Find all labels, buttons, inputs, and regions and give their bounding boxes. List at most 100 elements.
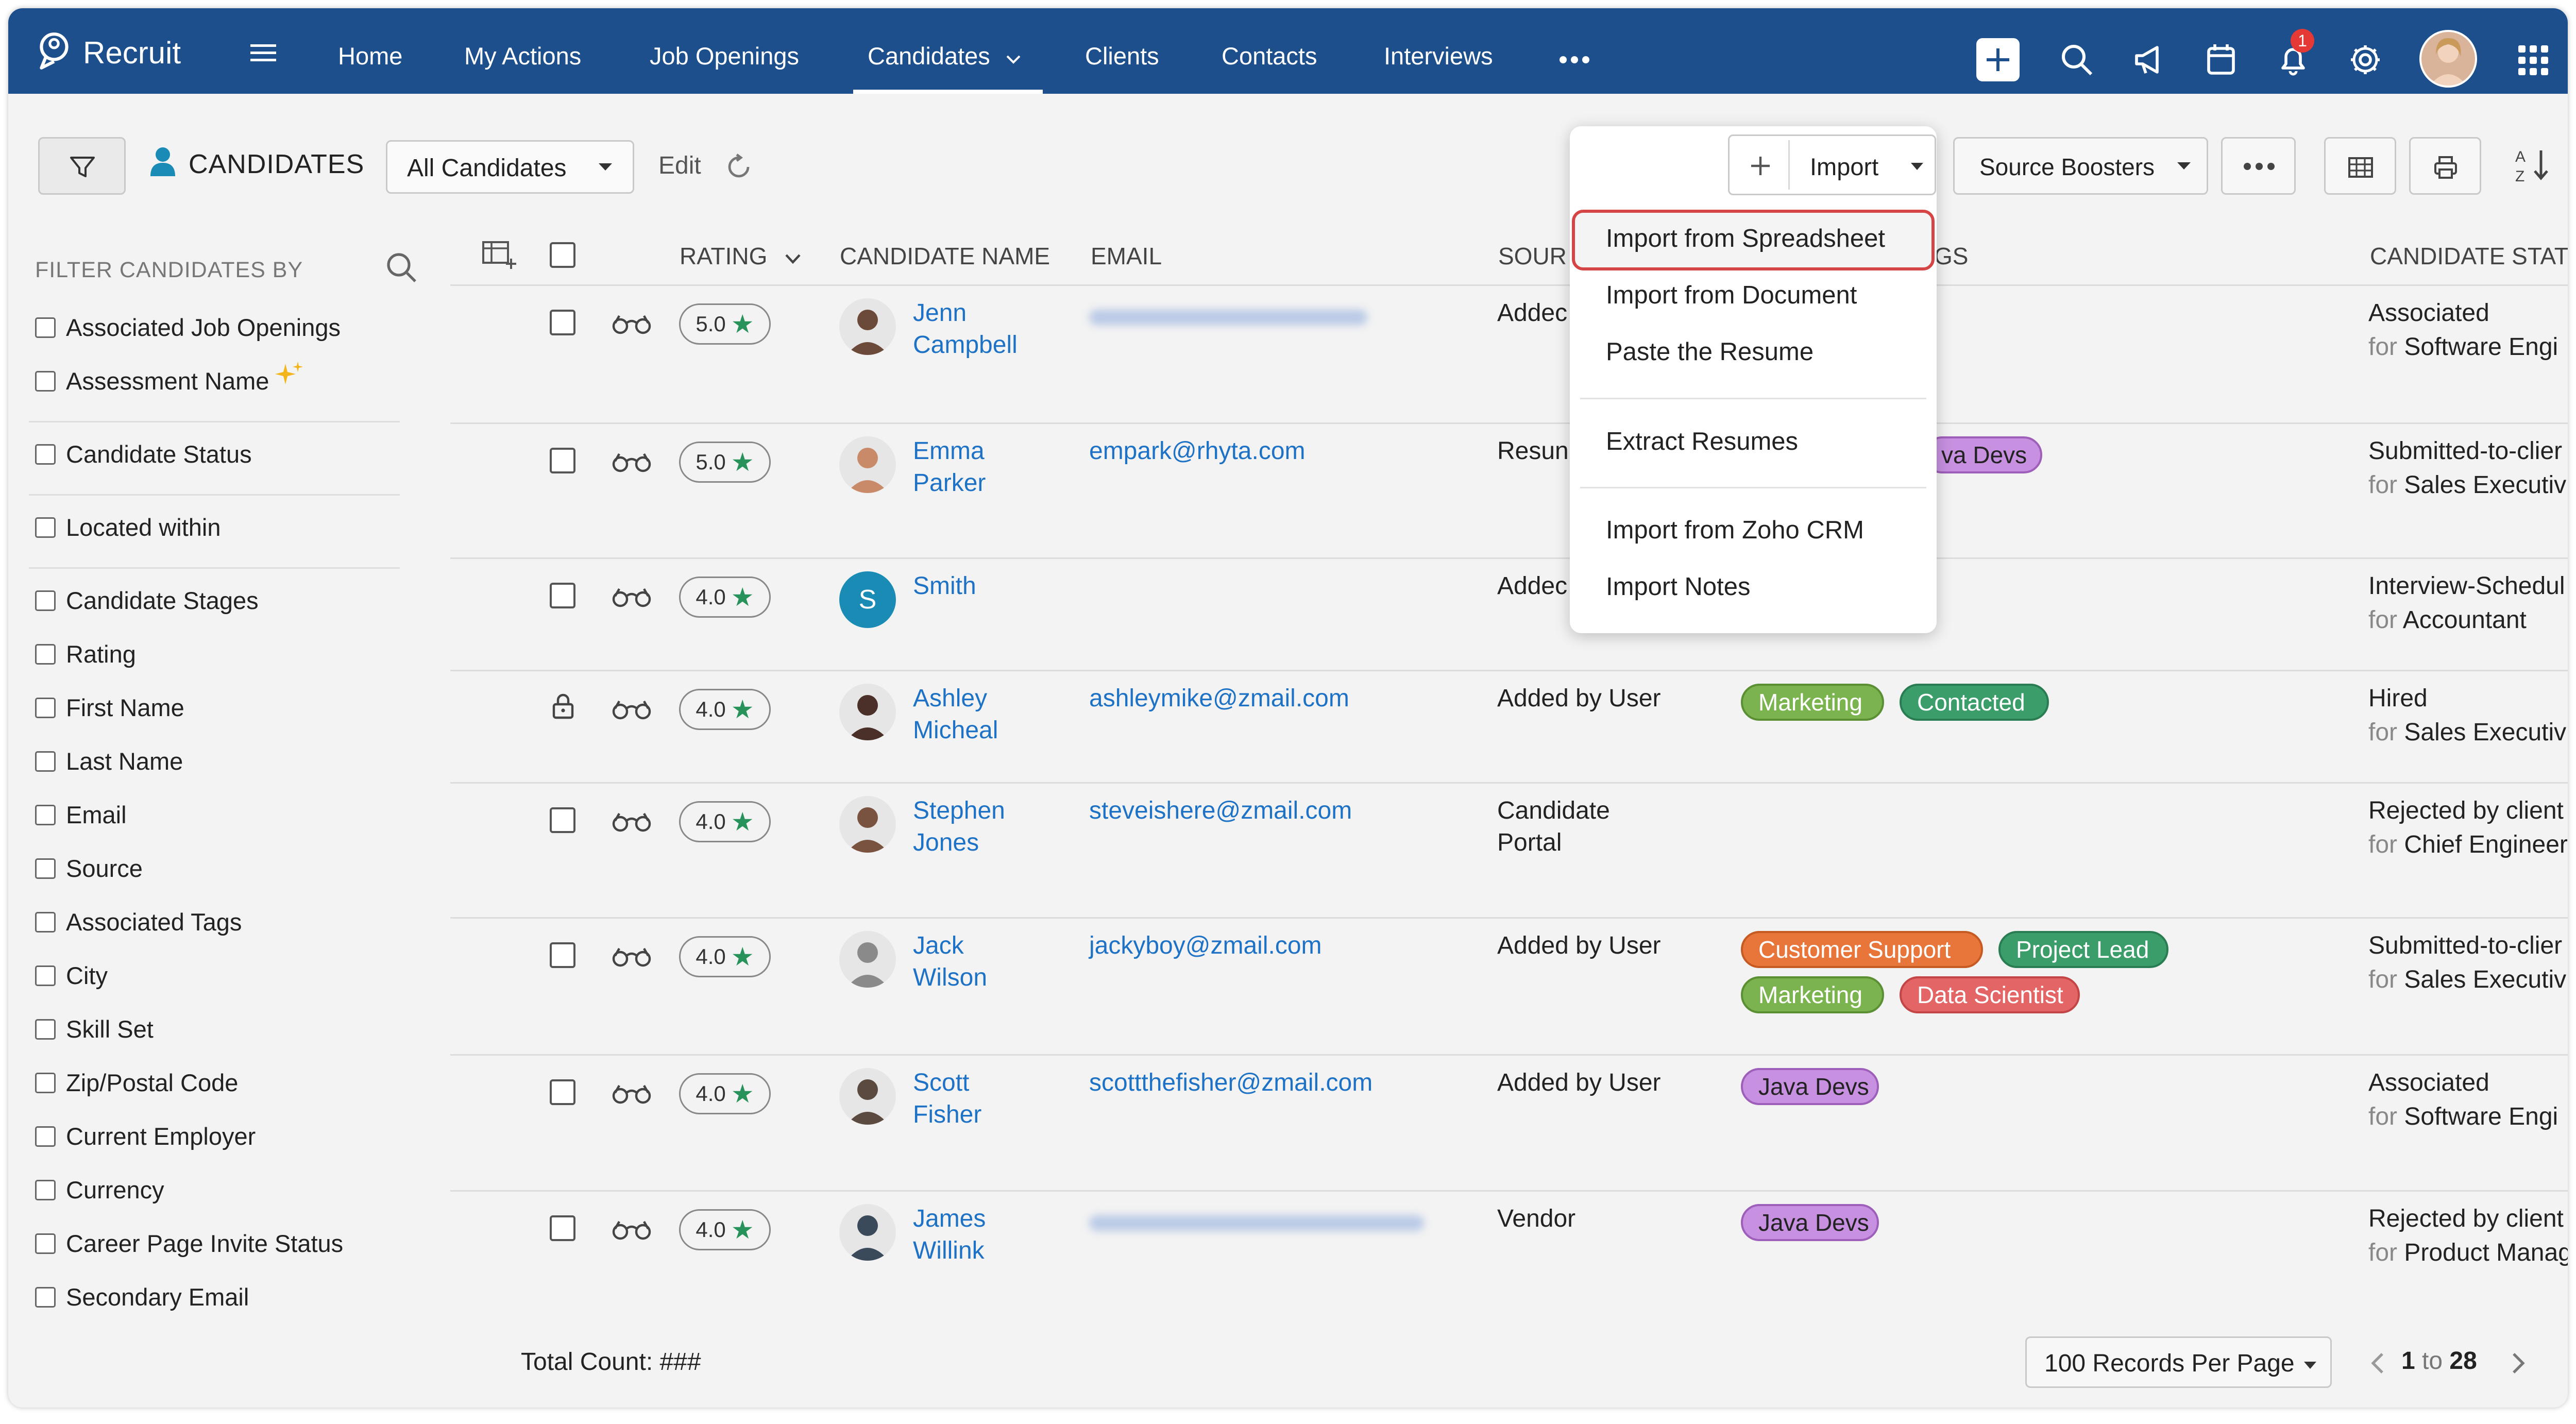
apps-grid-icon[interactable] (2512, 39, 2553, 80)
column-candidate-status[interactable]: CANDIDATE STATU (2370, 243, 2568, 269)
candidate-first-name[interactable]: Smith (913, 572, 976, 600)
calendar-icon[interactable] (2200, 39, 2242, 80)
binoculars-icon[interactable] (611, 810, 652, 832)
column-candidate-name[interactable]: CANDIDATE NAME (840, 243, 1050, 269)
nav-candidates[interactable]: Candidates (868, 42, 1022, 70)
rating-pill[interactable]: 4.0 ★ (679, 801, 771, 842)
source-boosters-button[interactable]: Source Boosters (1953, 137, 2208, 195)
candidate-tag[interactable]: Project Lead (1998, 931, 2168, 968)
select-all-checkbox[interactable] (550, 242, 575, 268)
candidate-last-name[interactable]: Parker (913, 469, 986, 497)
print-button[interactable] (2409, 137, 2481, 195)
candidate-tag[interactable]: va Devs (1924, 436, 2042, 473)
refresh-icon[interactable] (723, 151, 754, 182)
records-per-page-select[interactable]: 100 Records Per Page (2025, 1336, 2332, 1388)
filter-checkbox[interactable] (35, 1286, 56, 1308)
filter-checkbox[interactable] (35, 370, 56, 392)
candidate-first-name[interactable]: Jack (913, 932, 964, 959)
menu-import-from-document[interactable]: Import from Document (1606, 281, 1857, 309)
filter-skill-set[interactable]: Skill Set (35, 1015, 154, 1043)
menu-extract-resumes[interactable]: Extract Resumes (1606, 428, 1799, 455)
filter-checkbox[interactable] (35, 517, 56, 538)
candidate-last-name[interactable]: Fisher (913, 1101, 982, 1128)
filter-checkbox[interactable] (35, 1126, 56, 1147)
filter-first-name[interactable]: First Name (35, 693, 184, 722)
filter-checkbox[interactable] (35, 1179, 56, 1200)
row-checkbox[interactable] (550, 583, 575, 608)
rating-pill[interactable]: 4.0 ★ (679, 689, 771, 730)
candidate-email[interactable]: scottthefisher@zmail.com (1089, 1069, 1373, 1096)
candidate-first-name[interactable]: Scott (913, 1069, 970, 1096)
table-row[interactable]: 5.0 ★ Jenn Campbell Addec Associated for Softw… (450, 284, 2568, 424)
filter-checkbox[interactable] (35, 590, 56, 611)
candidate-tag[interactable]: Java Devs (1741, 1068, 1879, 1105)
candidate-first-name[interactable]: James (913, 1205, 986, 1232)
filter-email[interactable]: Email (35, 801, 127, 829)
candidate-tag[interactable]: Marketing (1741, 976, 1884, 1013)
edit-view-link[interactable]: Edit (658, 152, 701, 179)
filter-zip-postal-code[interactable]: Zip/Postal Code (35, 1069, 238, 1097)
column-customize-icon[interactable] (480, 238, 517, 271)
filter-checkbox[interactable] (35, 1019, 56, 1040)
row-checkbox[interactable] (550, 448, 575, 473)
table-row[interactable]: 4.0 ★ Jack Wilson jackyboy@zmail.com Added by… (450, 917, 2568, 1056)
previous-page-icon[interactable] (2368, 1351, 2386, 1376)
bell-icon[interactable] (2273, 39, 2314, 80)
filter-checkbox[interactable] (35, 317, 56, 338)
import-split-button[interactable]: Import (1728, 134, 1936, 195)
sort-az-icon[interactable]: AZ (2512, 144, 2553, 185)
hamburger-menu-icon[interactable] (250, 43, 276, 63)
quick-create-button[interactable] (1976, 38, 2020, 81)
candidate-email[interactable]: steveishere@zmail.com (1089, 797, 1352, 824)
gear-icon[interactable] (2345, 39, 2386, 80)
row-checkbox[interactable] (550, 1079, 575, 1105)
filter-currency[interactable]: Currency (35, 1176, 164, 1204)
rating-pill[interactable]: 4.0 ★ (679, 936, 771, 977)
filter-checkbox[interactable] (35, 965, 56, 986)
row-checkbox[interactable] (550, 310, 575, 335)
binoculars-icon[interactable] (611, 451, 652, 472)
filter-toggle-button[interactable] (38, 137, 126, 195)
candidate-tag[interactable]: Customer Support (1741, 931, 1983, 968)
menu-import-notes[interactable]: Import Notes (1606, 573, 1751, 601)
table-row[interactable]: 5.0 ★ Emma Parker empark@rhyta.com Resun va De… (450, 422, 2568, 559)
candidate-last-name[interactable]: Wilson (913, 964, 988, 991)
search-icon[interactable] (383, 249, 420, 286)
row-checkbox[interactable] (550, 807, 575, 833)
user-avatar[interactable] (2419, 30, 2477, 88)
filter-candidate-stages[interactable]: Candidate Stages (35, 586, 259, 615)
menu-import-from-spreadsheet[interactable]: Import from Spreadsheet (1606, 225, 1885, 252)
rating-pill[interactable]: 4.0 ★ (679, 577, 771, 618)
search-icon[interactable] (2056, 39, 2097, 80)
candidate-last-name[interactable]: Campbell (913, 331, 1018, 359)
menu-paste-the-resume[interactable]: Paste the Resume (1606, 338, 1814, 366)
binoculars-icon[interactable] (611, 945, 652, 967)
candidate-tag[interactable]: Marketing (1741, 684, 1884, 721)
filter-checkbox[interactable] (35, 1233, 56, 1254)
rating-pill[interactable]: 5.0 ★ (679, 442, 771, 483)
candidate-tag[interactable]: Java Devs (1741, 1204, 1879, 1241)
filter-located-within[interactable]: Located within (35, 513, 221, 541)
menu-import-from-zoho-crm[interactable]: Import from Zoho CRM (1606, 516, 1864, 544)
filter-career-page-invite-status[interactable]: Career Page Invite Status (35, 1229, 343, 1258)
column-email[interactable]: EMAIL (1091, 243, 1162, 269)
rating-pill[interactable]: 5.0 ★ (679, 303, 771, 345)
candidate-email[interactable]: empark@rhyta.com (1089, 437, 1306, 465)
nav-home[interactable]: Home (338, 42, 403, 70)
candidate-first-name[interactable]: Jenn (913, 299, 967, 327)
binoculars-icon[interactable] (611, 586, 652, 607)
table-row[interactable]: 4.0 ★ Stephen Jones steveishere@zmail.com Can… (450, 782, 2568, 919)
filter-secondary-email[interactable]: Secondary Email (35, 1283, 249, 1311)
filter-checkbox[interactable] (35, 751, 56, 772)
candidate-email[interactable]: jackyboy@zmail.com (1089, 932, 1322, 959)
row-checkbox[interactable] (550, 1215, 575, 1241)
filter-source[interactable]: Source (35, 854, 143, 883)
column-rating[interactable]: RATING (680, 242, 802, 270)
nav-my-actions[interactable]: My Actions (464, 42, 582, 70)
more-actions-button[interactable] (2221, 137, 2296, 195)
table-row[interactable]: 4.0 ★ James Willink Vendor Java Devs Rejected … (450, 1190, 2568, 1346)
next-page-icon[interactable] (2510, 1351, 2528, 1376)
view-select-dropdown[interactable]: All Candidates (386, 140, 634, 194)
announcement-icon[interactable] (2128, 39, 2170, 80)
table-row[interactable]: 4.0 ★ Scott Fisher scottthefisher@zmail.com A… (450, 1054, 2568, 1192)
